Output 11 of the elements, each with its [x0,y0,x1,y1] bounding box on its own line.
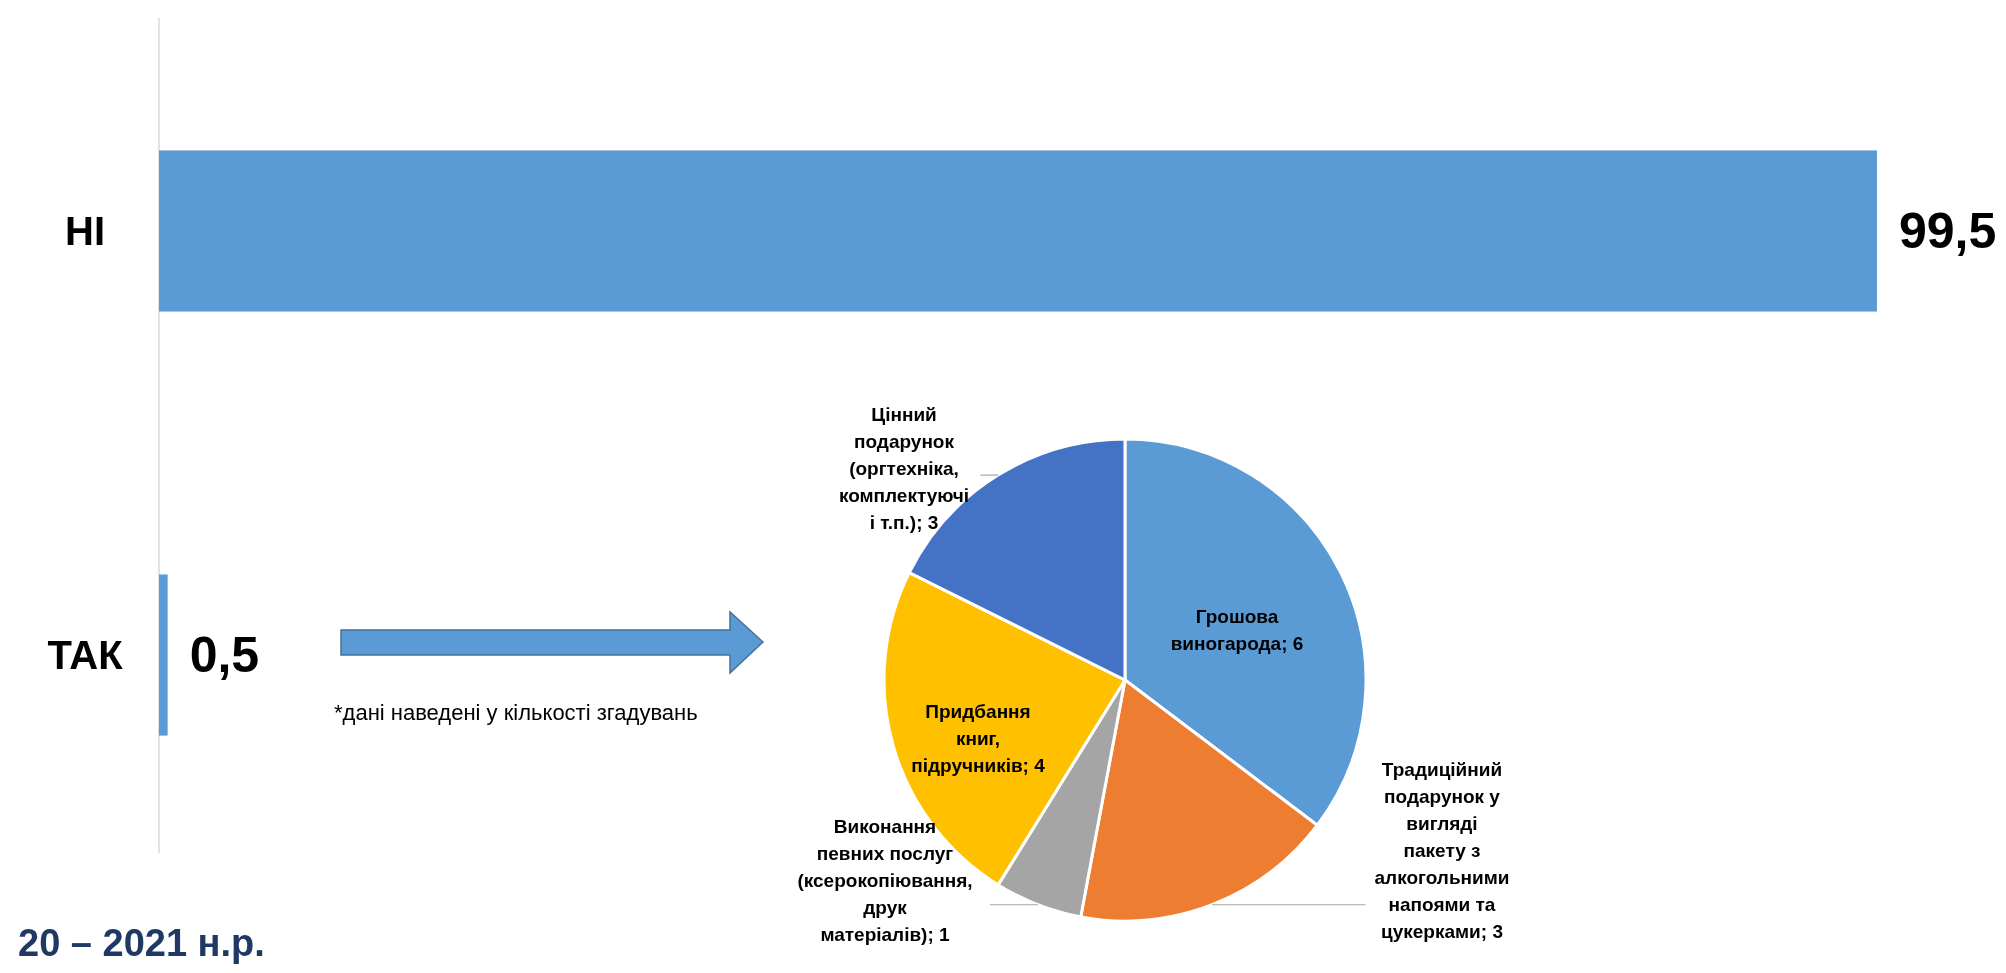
y-tick-label: ТАК [47,633,124,678]
annotation: *дані наведені у кількості згадувань [334,700,698,725]
data-label: 99,5 [1899,202,1997,259]
slice-label: Придбання книг, підручників; 4 [911,700,1046,776]
data-label: 0,5 [189,627,260,684]
slice-label: Традиційний подарунок у вигляді пакету з алкогольними напоями та цукерками; 3 [1374,758,1510,942]
slice-label: Грошова виногарода; 6 [1170,606,1304,654]
slice-label: Виконання певних послуг (ксерокопіювання, друк матеріалів); 1 [797,815,973,945]
slice-label: Цінний подарунок (оргтехніка, комплектуючі і т.п.); 3 [838,403,970,533]
y-tick-label: НІ [65,208,105,253]
text: 20 – 2021 н.р. [18,922,265,964]
